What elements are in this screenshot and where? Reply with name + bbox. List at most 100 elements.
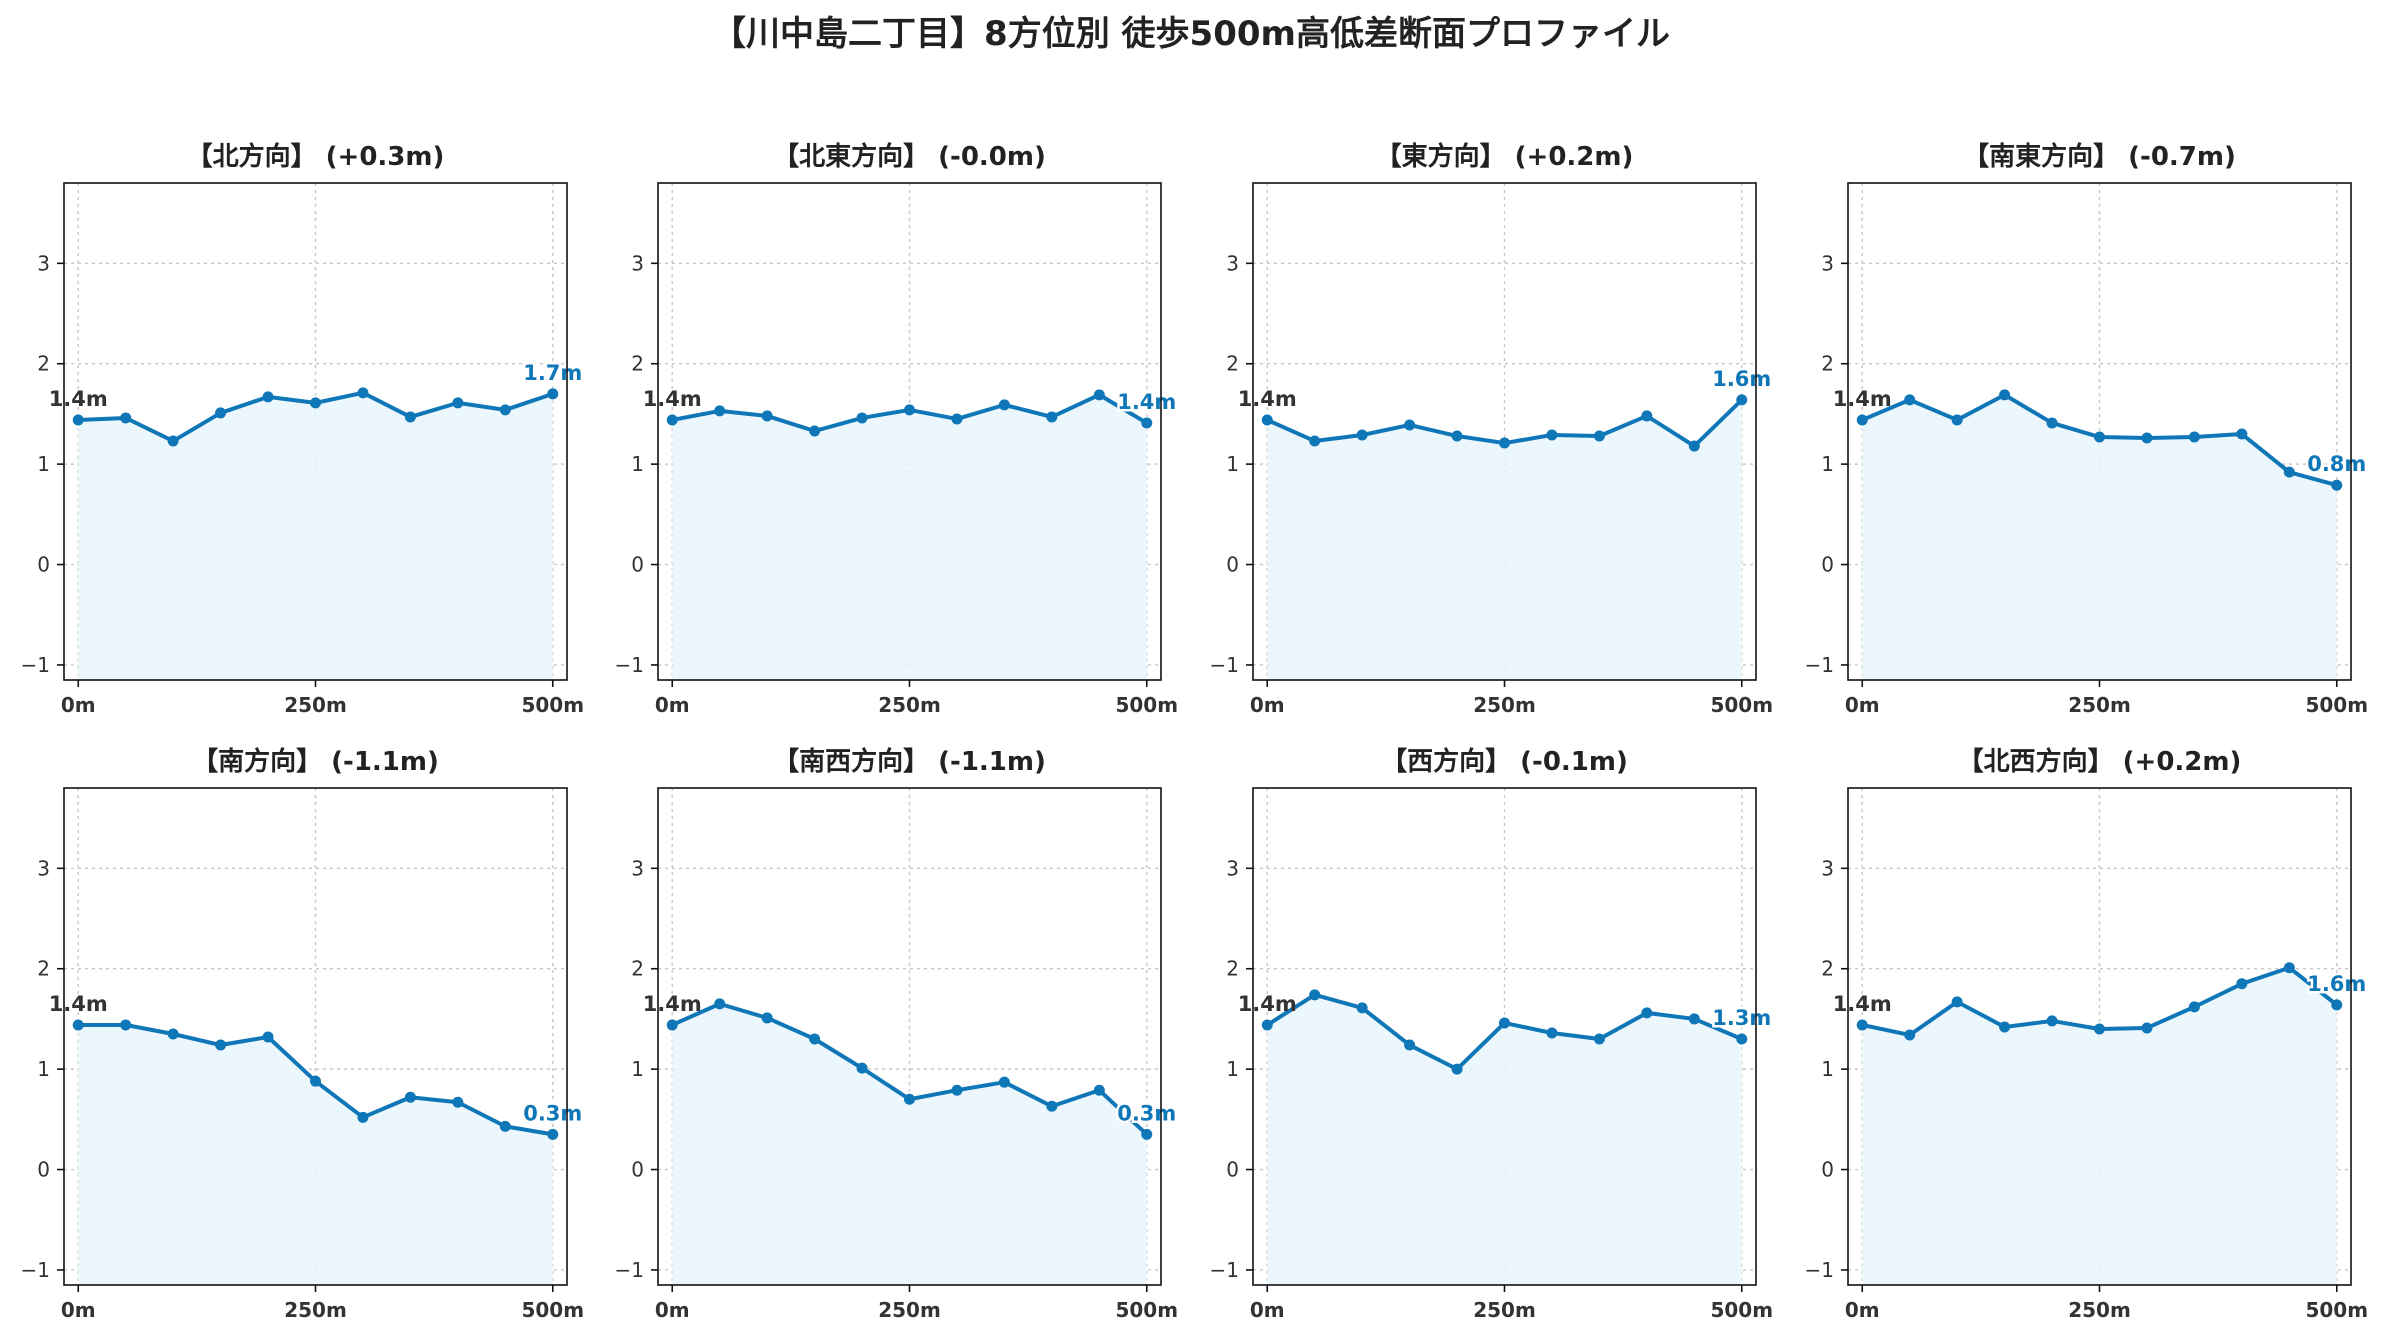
panel-2: 【北東方向】 (-0.0m) −1 0 1 2 3 0m 250m 500m 1.4m 1.4m <box>615 141 1179 717</box>
y-tick-label: 0 <box>1821 553 1834 577</box>
data-point <box>2331 999 2343 1011</box>
data-point <box>357 387 369 399</box>
y-tick-label: 1 <box>1226 1057 1239 1081</box>
data-point <box>1904 1029 1916 1041</box>
data-point <box>2331 479 2343 491</box>
profile-area <box>1862 967 2337 1285</box>
start-elevation-label: 1.4m <box>1238 387 1297 411</box>
y-tick-label: 2 <box>631 957 644 981</box>
data-point <box>951 1084 963 1096</box>
data-point <box>1688 440 1700 452</box>
data-point <box>1451 1063 1463 1075</box>
data-point <box>2188 431 2200 443</box>
data-point <box>1593 1033 1605 1045</box>
y-tick-label: 0 <box>1821 1158 1834 1182</box>
y-tick-label: 3 <box>37 251 50 275</box>
y-tick-label: 2 <box>631 352 644 376</box>
data-point <box>1404 419 1416 431</box>
x-tick-label: 0m <box>1845 1298 1880 1322</box>
profile-area <box>78 1024 553 1285</box>
panel-8: 【北西方向】 (+0.2m) −1 0 1 2 3 0m 250m 500m 1.4m 1.6m <box>1805 746 2369 1322</box>
x-tick-label: 0m <box>655 693 690 717</box>
profile-area <box>1267 994 1742 1285</box>
data-point <box>714 998 726 1010</box>
data-point <box>1356 1002 1368 1014</box>
data-point <box>167 1028 179 1040</box>
y-tick-label: −1 <box>615 1258 644 1282</box>
data-point <box>666 1019 678 1031</box>
y-tick-label: −1 <box>21 653 50 677</box>
start-elevation-label: 1.4m <box>49 992 108 1016</box>
data-point <box>1309 989 1321 1001</box>
data-point <box>1093 1084 1105 1096</box>
x-tick-label: 250m <box>284 1298 347 1322</box>
y-tick-label: 0 <box>631 1158 644 1182</box>
y-tick-label: −1 <box>615 653 644 677</box>
data-point <box>904 404 915 416</box>
panel-title: 【北東方向】 (-0.0m) <box>773 141 1046 172</box>
profile-area <box>1862 394 2337 680</box>
profile-area <box>672 1003 1147 1285</box>
data-point <box>1404 1039 1416 1051</box>
data-point <box>452 1096 464 1108</box>
end-elevation-label: 1.4m <box>1117 390 1176 414</box>
data-point <box>1046 1100 1058 1112</box>
panel-title: 【東方向】 (+0.2m) <box>1376 141 1634 172</box>
data-point <box>404 1091 416 1103</box>
profile-area <box>78 392 553 680</box>
y-tick-label: 1 <box>1226 452 1239 476</box>
panel-title: 【南東方向】 (-0.7m) <box>1963 141 2236 172</box>
x-tick-label: 500m <box>2305 1298 2368 1322</box>
data-point <box>404 411 416 423</box>
x-tick-label: 250m <box>1473 693 1536 717</box>
data-point <box>1046 411 1058 423</box>
x-tick-label: 500m <box>521 693 584 717</box>
data-point <box>547 1128 559 1140</box>
y-tick-label: 3 <box>631 251 644 275</box>
panel-title: 【南方向】 (-1.1m) <box>192 746 439 777</box>
y-tick-label: 2 <box>1821 352 1834 376</box>
data-point <box>998 1076 1010 1088</box>
data-point <box>2188 1001 2200 1013</box>
data-point <box>1499 437 1510 449</box>
x-tick-label: 500m <box>521 1298 584 1322</box>
y-tick-label: 3 <box>1226 251 1239 275</box>
x-tick-label: 250m <box>284 693 347 717</box>
data-point <box>499 404 511 416</box>
data-point <box>2283 962 2295 974</box>
data-point <box>1641 410 1653 422</box>
y-tick-label: 1 <box>37 452 50 476</box>
data-point <box>666 414 678 426</box>
end-elevation-label: 1.6m <box>1712 367 1771 391</box>
data-point <box>1593 430 1605 442</box>
data-point <box>2046 1015 2058 1027</box>
panel-4: 【南東方向】 (-0.7m) −1 0 1 2 3 0m 250m 500m 1.4m 0.8m <box>1805 141 2369 717</box>
x-tick-label: 250m <box>878 1298 941 1322</box>
x-tick-label: 0m <box>1845 693 1880 717</box>
data-point <box>1093 389 1105 401</box>
figure-title: 【川中島二丁目】8方位別 徒歩500m高低差断面プロファイル <box>712 14 1670 54</box>
y-tick-label: 3 <box>1821 251 1834 275</box>
y-tick-label: −1 <box>1805 653 1834 677</box>
panel-5: 【南方向】 (-1.1m) −1 0 1 2 3 0m 250m 500m 1.4m 0.3m <box>21 746 585 1322</box>
data-point <box>2236 978 2248 990</box>
data-point <box>761 410 773 422</box>
data-point <box>120 1019 132 1031</box>
y-tick-label: 0 <box>631 553 644 577</box>
y-tick-label: 3 <box>1821 856 1834 880</box>
panel-title: 【南西方向】 (-1.1m) <box>773 746 1046 777</box>
y-tick-label: −1 <box>1210 1258 1239 1282</box>
x-tick-label: 0m <box>61 693 96 717</box>
data-point <box>809 1033 821 1045</box>
data-point <box>452 397 464 409</box>
data-point <box>1951 996 1963 1008</box>
data-point <box>1951 414 1963 426</box>
data-point <box>2094 431 2105 443</box>
data-point <box>761 1012 773 1024</box>
panel-6: 【南西方向】 (-1.1m) −1 0 1 2 3 0m 250m 500m 1.4m 0.3m <box>615 746 1179 1322</box>
data-point <box>1309 435 1321 447</box>
data-point <box>262 391 274 403</box>
data-point <box>951 413 963 425</box>
data-point <box>167 435 179 447</box>
